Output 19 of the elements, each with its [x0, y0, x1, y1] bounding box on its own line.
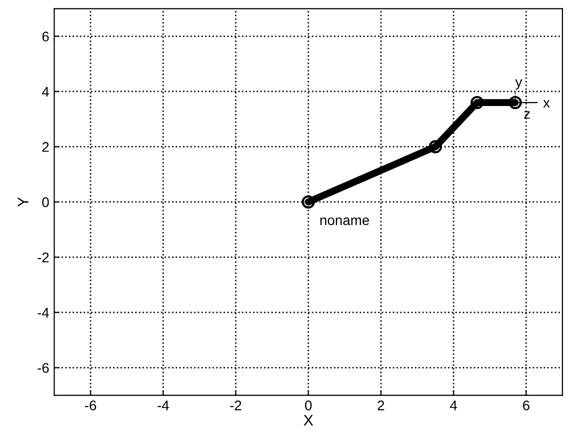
annotation: noname [320, 218, 370, 226]
y-tick-label: 4 [42, 86, 49, 97]
x-tick-label: -4 [158, 400, 169, 410]
x-tick-label: -6 [84, 400, 96, 410]
x-tick-label: 6 [522, 400, 530, 410]
y-tick-label: -2 [38, 252, 49, 262]
x-tick-label: 4 [450, 400, 457, 410]
x-tick-label: -2 [230, 400, 242, 410]
y-tick-label: 0 [42, 197, 49, 208]
annotation: y [515, 79, 522, 90]
y-tick-label: 6 [42, 32, 49, 42]
x-tick-label: 0 [305, 400, 312, 410]
y-tick-label: -6 [38, 362, 49, 373]
y-tick-label: 2 [42, 142, 49, 152]
x-tick-label: 2 [378, 400, 384, 410]
x-axis-title: X [304, 415, 314, 426]
annotation: x [543, 100, 550, 108]
y-axis-title: Y [18, 197, 28, 207]
y-tick-label: -4 [38, 308, 49, 318]
